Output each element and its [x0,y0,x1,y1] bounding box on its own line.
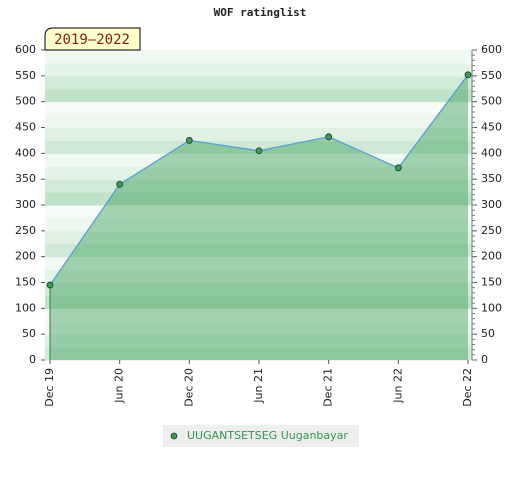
point [464,71,472,79]
annotation-box [44,27,141,51]
point [116,180,124,188]
y-tick-label: 50 [22,327,36,340]
background-band [45,75,472,90]
y2-tick-label: 600 [481,43,502,56]
y-tick-label: 200 [15,250,36,263]
y2-tick-label: 50 [481,327,495,340]
legend-label: UUGANTSETSEG Uuganbayar [187,429,348,442]
y2-tick-label: 100 [481,301,502,314]
background-band [45,166,472,180]
background-band [45,179,472,193]
y2-tick-label: 450 [481,121,502,134]
chart-title: WOF ratinglist [214,6,307,19]
background-band [45,334,472,348]
y-tick-label: 100 [15,301,36,314]
y-tick-label: 400 [15,146,36,159]
annotation: 2019–2022 [54,32,130,48]
point [185,137,193,144]
y-tick-label: 150 [15,276,36,289]
background-band [45,347,472,361]
x-tick-label: Dec 19 [43,368,56,407]
y-tick-label: 0 [29,353,36,366]
background-band [45,243,472,258]
background-band [45,101,472,116]
y-tick-label: 450 [15,121,36,134]
y-tick-label: 300 [15,198,36,211]
y2-tick-label: 250 [481,224,502,237]
x-tick-label: Jun 21 [252,368,265,404]
x-tick-label: Dec 20 [182,368,195,407]
background-band [45,256,472,271]
y-tick-label: 550 [15,69,36,82]
y2-tick-label: 300 [481,198,502,211]
background-band [45,282,472,296]
background-band [45,230,472,245]
y2-tick-label: 400 [481,146,502,159]
background-band [45,50,472,64]
background-band [45,205,472,219]
y2-tick-label: 150 [481,276,502,289]
x-tick-label: Dec 22 [461,368,474,407]
background-band [45,295,472,309]
y-tick-label: 250 [15,224,36,237]
background-band [45,88,472,103]
background-band [45,114,472,128]
background-band [45,308,472,322]
y-tick-label: 600 [15,43,36,56]
legend [163,425,359,447]
y2-tick-label: 200 [481,250,502,263]
x-tick-label: Jun 22 [391,368,404,404]
y-tick-label: 350 [15,172,36,185]
background-band [45,127,472,141]
point [46,281,54,289]
point [394,164,402,172]
point [255,147,263,155]
y-tick-label: 500 [15,95,36,108]
legend-marker [170,432,178,440]
x-tick-label: Jun 20 [113,368,126,404]
y2-tick-label: 350 [481,172,502,185]
background-band [45,217,472,232]
y2-tick-label: 0 [481,353,488,366]
background-band [45,140,472,154]
x-tick-label: Dec 21 [322,368,335,407]
background-band [45,269,472,283]
background-band [45,62,472,77]
background-band [45,321,472,335]
y2-tick-label: 500 [481,95,502,108]
area [50,74,468,361]
point [325,133,333,141]
y2-tick-label: 550 [481,69,502,82]
background-band [45,192,472,206]
